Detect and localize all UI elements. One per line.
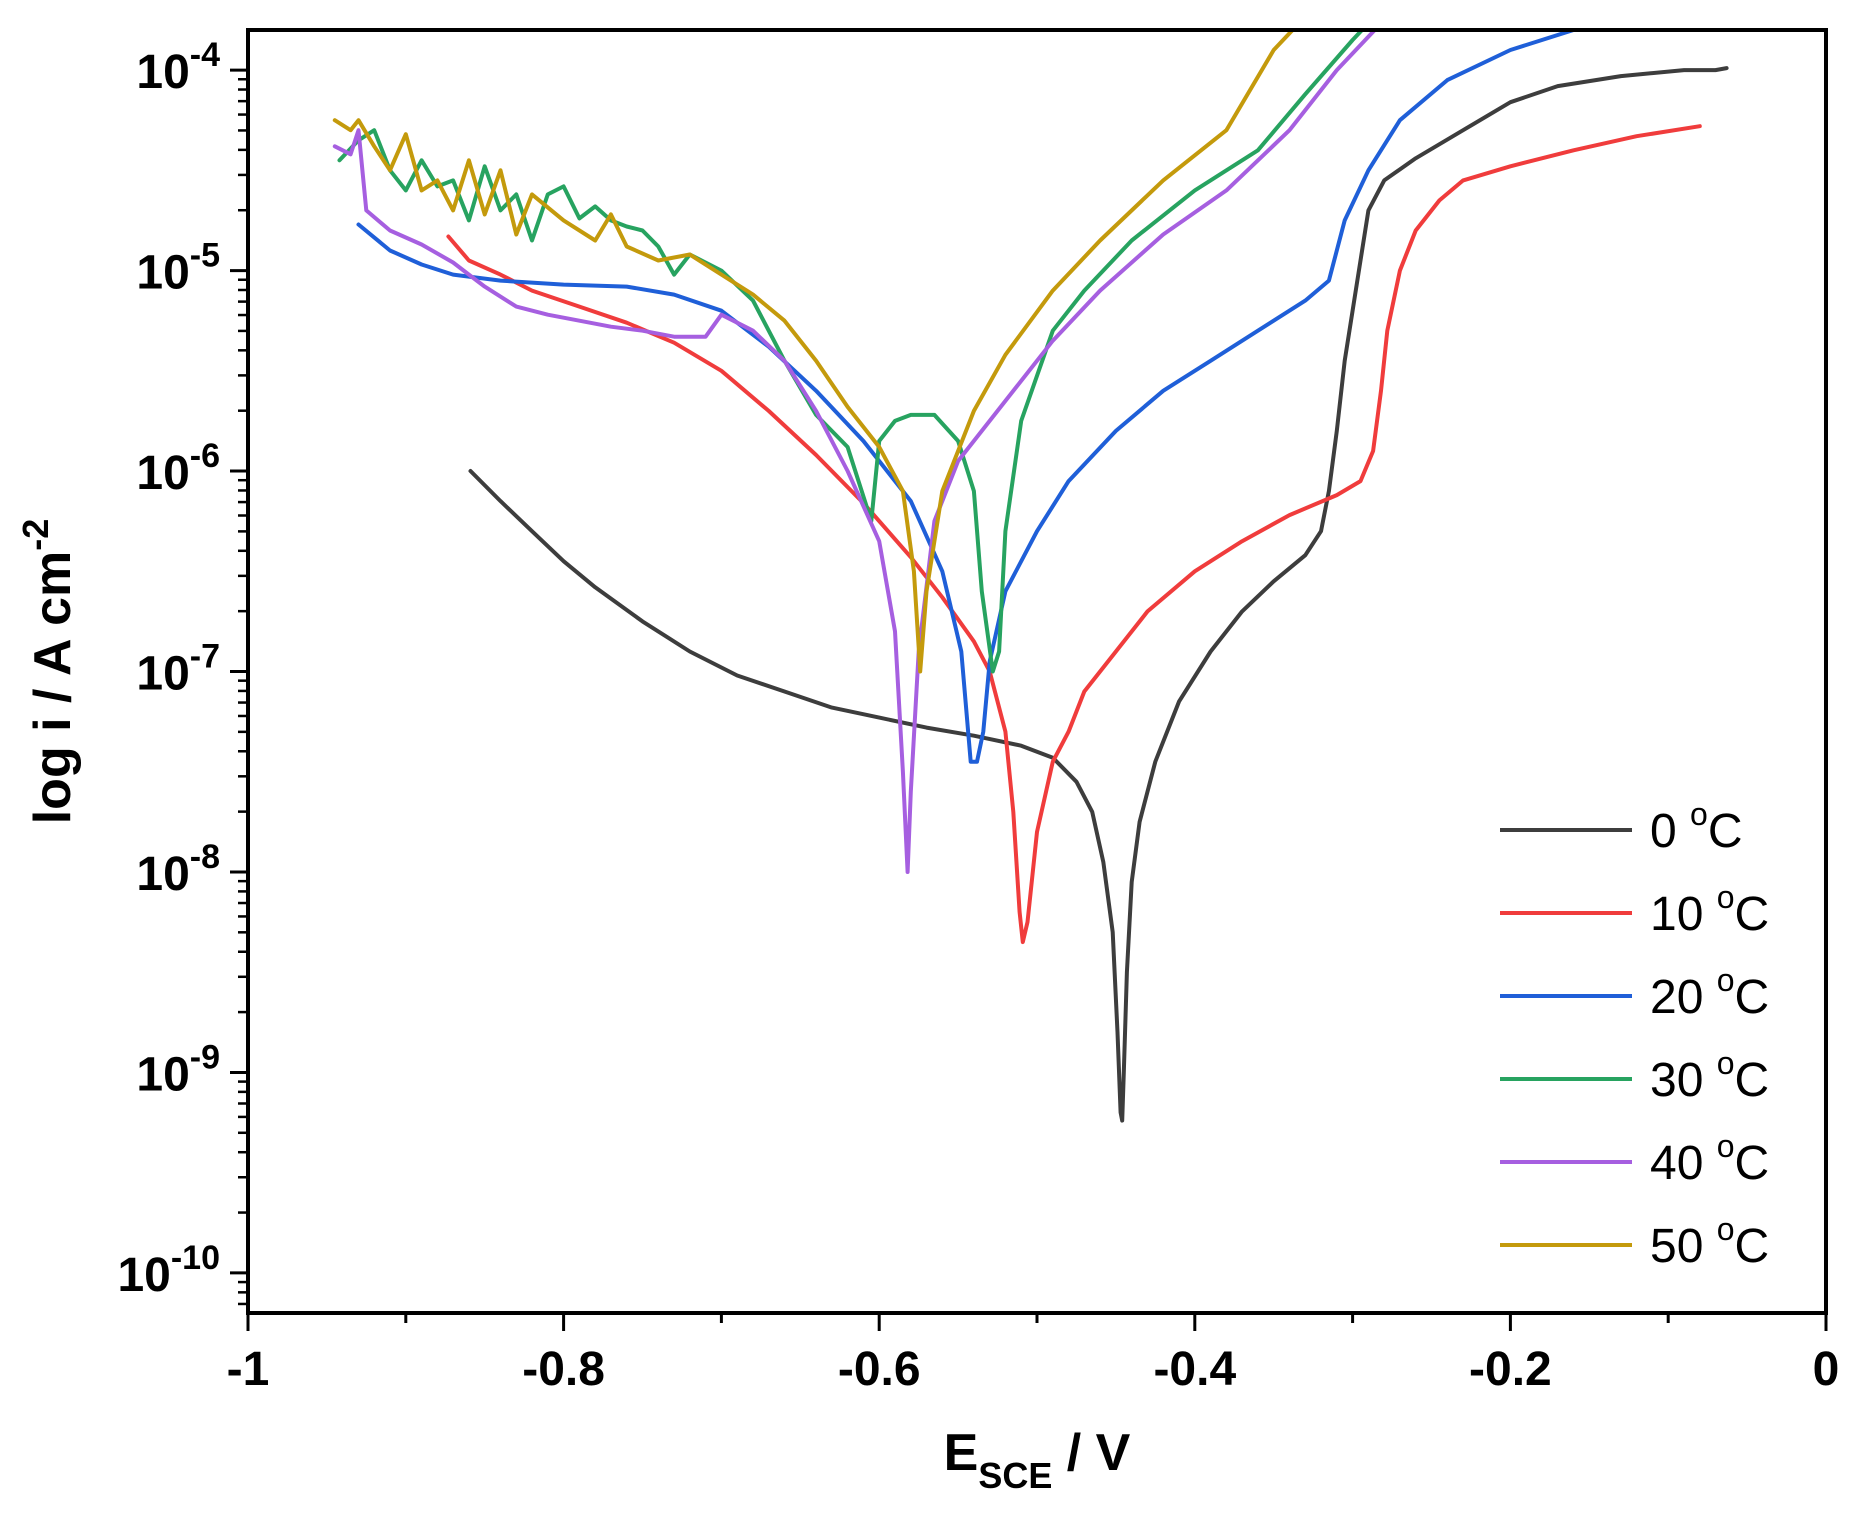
legend-item: 10 oC — [1500, 879, 1769, 941]
legend-item: 50 oC — [1500, 1211, 1769, 1273]
x-axis-title: ESCE / V — [944, 1424, 1131, 1496]
legend-label: 40 oC — [1650, 1128, 1769, 1190]
y-tick-label: 10-7 — [136, 638, 220, 701]
y-tick-label: 10-4 — [136, 36, 220, 99]
legend-label: 20 oC — [1650, 962, 1769, 1024]
y-tick-label: 10-6 — [136, 437, 220, 500]
legend-item: 20 oC — [1500, 962, 1769, 1024]
x-tick-label: -0.8 — [522, 1343, 605, 1396]
series-line-0c — [468, 66, 1729, 1123]
series-line-20c — [356, 30, 1582, 764]
legend-item: 40 oC — [1500, 1128, 1769, 1190]
plot-frame — [246, 28, 1828, 1315]
y-tick-label: 10-8 — [136, 838, 220, 901]
series-line-50c — [332, 30, 1296, 674]
y-tick-label: 10-10 — [117, 1239, 220, 1302]
y-tick-label: 10-5 — [136, 237, 220, 300]
y-axis-title: log i / A cm-2 — [15, 519, 82, 825]
x-tick-label: 0 — [1813, 1343, 1840, 1396]
series-layer — [332, 30, 1729, 1123]
legend-label: 10 oC — [1650, 879, 1769, 941]
legend-item: 30 oC — [1500, 1045, 1769, 1107]
y-axis-ticks: 10-4 10-5 10-6 10-7 10-8 10-9 10-10 — [117, 36, 248, 1306]
x-axis-ticks: -1 -0.8 -0.6 -0.4 -0.2 0 — [227, 1313, 1840, 1396]
legend: 0 oC 10 oC 20 oC 30 oC 40 oC 50 oC — [1500, 796, 1769, 1273]
x-tick-label: -0.6 — [838, 1343, 921, 1396]
y-tick-label: 10-9 — [136, 1038, 220, 1101]
legend-label: 50 oC — [1650, 1211, 1769, 1273]
x-tick-label: -0.2 — [1469, 1343, 1552, 1396]
series-line-40c — [332, 30, 1378, 874]
x-tick-label: -0.4 — [1153, 1343, 1236, 1396]
legend-label: 0 oC — [1650, 796, 1743, 858]
series-line-30c — [337, 30, 1365, 674]
series-line-10c — [446, 124, 1702, 945]
x-tick-label: -1 — [227, 1343, 270, 1396]
legend-item: 0 oC — [1500, 796, 1743, 858]
legend-label: 30 oC — [1650, 1045, 1769, 1107]
